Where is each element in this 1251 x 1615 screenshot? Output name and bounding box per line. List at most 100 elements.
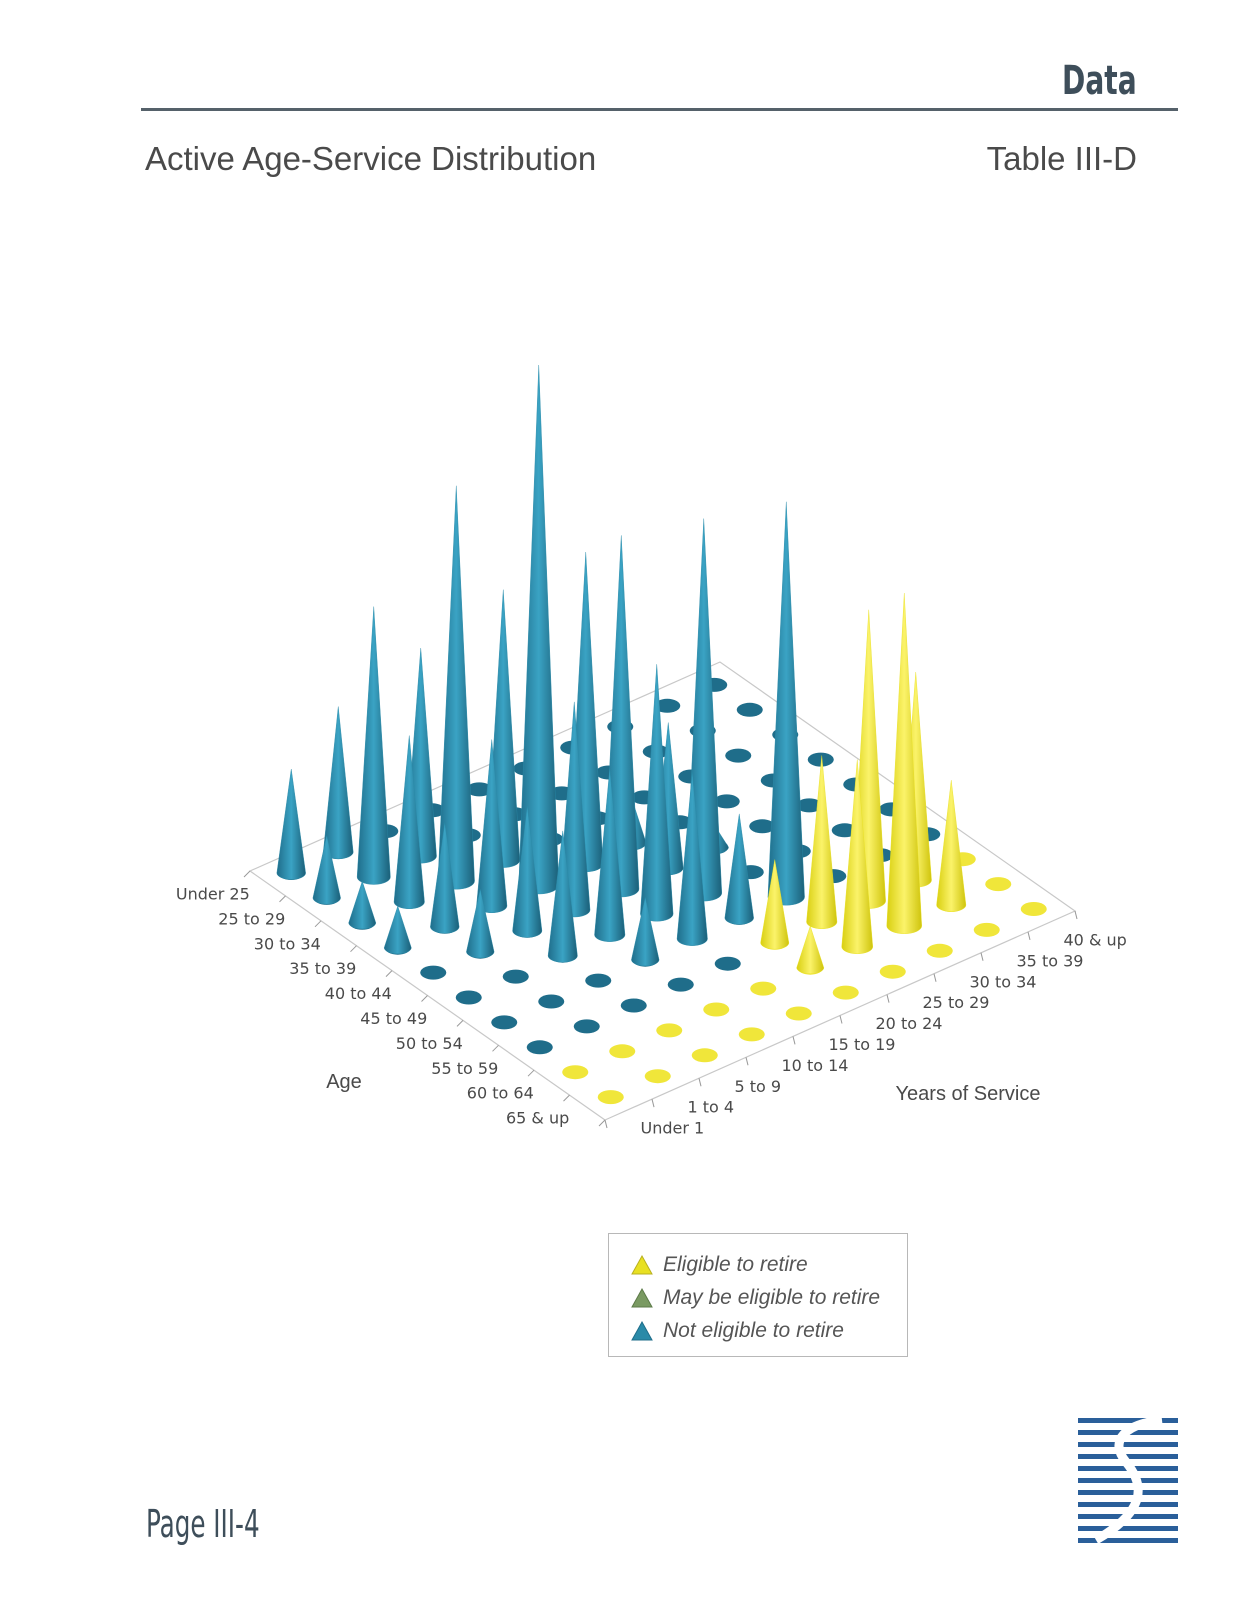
cell-base-dot xyxy=(644,1069,671,1084)
service-axis-tick xyxy=(839,1015,843,1024)
cell-base-dot xyxy=(455,990,482,1005)
section-label: Data xyxy=(1062,58,1137,104)
age-axis-tick xyxy=(314,920,322,928)
age-axis-tick xyxy=(421,995,428,1002)
cone-mark xyxy=(348,880,377,930)
cell-base-dot xyxy=(597,1090,624,1105)
cell-base-dot xyxy=(749,819,776,834)
age-tick-label: 45 to 49 xyxy=(360,1009,427,1028)
cell-base-dot xyxy=(691,1048,718,1063)
cell-base-dot xyxy=(879,964,906,979)
cone-chart: Under 25 25 to 29 30 to 34 35 to 39 40 to 44… xyxy=(176,364,1127,1138)
cone-mark xyxy=(676,772,708,946)
page-number: Page III-4 xyxy=(146,1502,260,1546)
green-triangle-icon xyxy=(631,1287,653,1307)
page-title: Active Age-Service Distribution xyxy=(145,140,597,177)
cell-base-dot xyxy=(713,794,740,809)
service-tick-label: 1 to 4 xyxy=(688,1098,735,1117)
cone-mark xyxy=(518,364,559,895)
cell-base-dot xyxy=(526,1040,553,1055)
cell-base-dot xyxy=(926,943,953,958)
cone-mark xyxy=(312,835,341,905)
legend-item-may-be-eligible: May be eligible to retire xyxy=(631,1281,907,1314)
legend-label-not-eligible: Not eligible to retire xyxy=(663,1318,844,1342)
cone-mark xyxy=(437,485,475,890)
age-axis-tick xyxy=(243,870,251,878)
age-axis-tick xyxy=(385,970,393,977)
cell-base-dot xyxy=(736,702,763,717)
age-axis-tick xyxy=(563,1094,570,1102)
cell-base-dot xyxy=(654,698,681,713)
service-axis-tick xyxy=(933,973,937,982)
cone-mark xyxy=(393,735,425,909)
service-axis-tick xyxy=(1027,931,1031,941)
cell-base-dot xyxy=(714,956,741,971)
cone-mark xyxy=(356,606,391,885)
service-tick-label: 25 to 29 xyxy=(923,993,990,1012)
service-axis-tick xyxy=(792,1036,796,1045)
legend-label-eligible: Eligible to retire xyxy=(663,1252,808,1276)
service-tick-label: 30 to 34 xyxy=(970,972,1037,991)
cell-base-dot xyxy=(973,922,1000,937)
cell-base-dot xyxy=(796,798,823,813)
service-axis-tick xyxy=(651,1098,655,1108)
cone-mark xyxy=(760,859,790,950)
cell-base-dot xyxy=(985,877,1012,892)
cell-base-dot xyxy=(656,1023,683,1038)
cone-mark xyxy=(796,925,825,975)
cell-base-dot xyxy=(667,977,694,992)
service-axis-tick xyxy=(745,1057,749,1066)
cell-base-dot xyxy=(703,1002,730,1017)
service-tick-label: 15 to 19 xyxy=(829,1035,896,1054)
cell-base-dot xyxy=(1020,902,1047,916)
age-axis-tick xyxy=(279,895,286,903)
service-tick-label: 5 to 9 xyxy=(735,1077,782,1096)
service-tick-label: 40 & up xyxy=(1064,930,1127,949)
age-axis-tick xyxy=(492,1044,499,1052)
age-tick-label: 65 & up xyxy=(506,1109,569,1128)
yellow-triangle-icon xyxy=(631,1254,653,1274)
cell-base-dot xyxy=(466,782,493,797)
cone-mark xyxy=(323,706,354,859)
service-tick-label: 35 to 39 xyxy=(1017,951,1084,970)
cell-base-dot xyxy=(832,985,859,1000)
service-axis-tick xyxy=(604,1119,608,1129)
age-axis-title: Age xyxy=(326,1071,362,1093)
cone-mark xyxy=(806,755,838,929)
legend-item-eligible: Eligible to retire xyxy=(631,1248,907,1281)
service-axis-tick xyxy=(1074,910,1078,920)
cone-mark xyxy=(886,593,922,934)
age-axis-tick xyxy=(527,1069,535,1077)
cell-base-dot xyxy=(620,998,647,1013)
service-tick-label: 20 to 24 xyxy=(876,1014,943,1033)
cone-mark xyxy=(631,897,660,967)
cone-mark xyxy=(512,805,543,938)
age-tick-label: 55 to 59 xyxy=(431,1059,498,1078)
cone-mark xyxy=(547,830,578,963)
table-id: Table III-D xyxy=(986,140,1137,177)
cell-base-dot xyxy=(785,1006,812,1021)
legend: Eligible to retire May be eligible to re… xyxy=(608,1233,908,1357)
blue-triangle-icon xyxy=(631,1320,653,1340)
service-axis-tick xyxy=(886,994,890,1003)
legend-label-may-be-eligible: May be eligible to retire xyxy=(663,1285,881,1309)
cell-base-dot xyxy=(609,1044,636,1059)
service-tick-label: 10 to 14 xyxy=(782,1056,849,1075)
service-tick-label: Under 1 xyxy=(641,1119,705,1138)
age-tick-label: 60 to 64 xyxy=(467,1084,534,1103)
cell-base-dot xyxy=(491,1015,518,1030)
cell-base-dot xyxy=(585,973,612,988)
cell-base-dot xyxy=(538,994,565,1009)
age-tick-label: Under 25 xyxy=(176,884,250,903)
age-tick-label: 35 to 39 xyxy=(289,959,356,978)
cone-mark xyxy=(594,768,626,942)
age-tick-label: 40 to 44 xyxy=(325,984,392,1003)
cone-mark xyxy=(430,822,460,934)
service-axis-tick xyxy=(980,952,984,961)
cell-base-dot xyxy=(562,1065,589,1080)
cone-mark xyxy=(724,813,754,925)
cone-mark xyxy=(841,759,873,954)
header-rule xyxy=(141,108,1178,111)
age-axis-tick xyxy=(350,945,357,953)
cell-base-dot xyxy=(725,748,752,763)
